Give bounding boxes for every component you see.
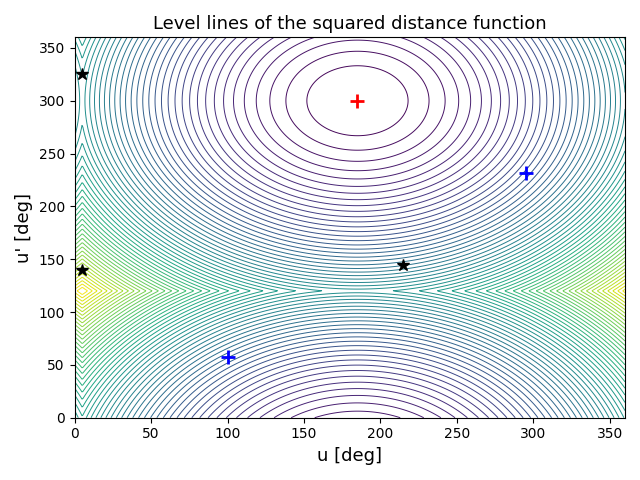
Y-axis label: u' [deg]: u' [deg] [15,192,33,263]
Title: Level lines of the squared distance function: Level lines of the squared distance func… [153,15,547,33]
X-axis label: u [deg]: u [deg] [317,447,382,465]
